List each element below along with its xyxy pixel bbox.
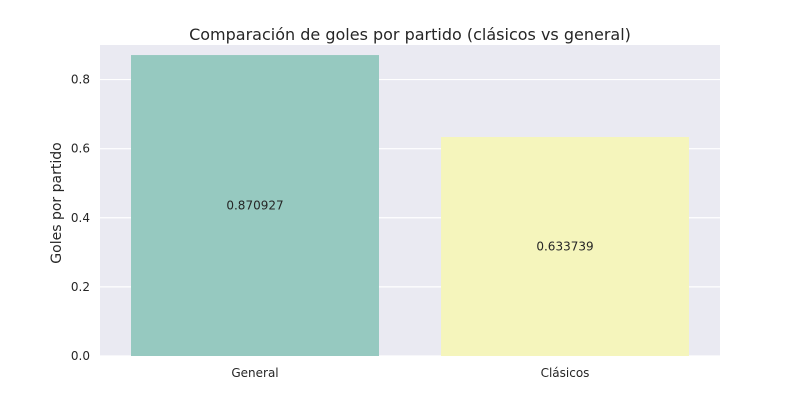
y-tick-label: 0.6 <box>71 142 90 156</box>
bars <box>131 55 689 357</box>
y-axis-ticks: 0.0 0.2 0.4 0.6 0.8 <box>71 73 90 363</box>
chart-title: Comparación de goles por partido (clásic… <box>189 25 631 44</box>
bar-clasicos <box>441 137 689 356</box>
y-tick-label: 0.4 <box>71 211 90 225</box>
bar-data-label: 0.633739 <box>536 240 593 254</box>
y-tick-label: 0.0 <box>71 349 90 363</box>
y-axis-label: Goles por partido <box>49 142 65 263</box>
x-axis-ticks: General Clásicos <box>231 366 589 380</box>
x-tick-label: General <box>231 366 278 380</box>
x-tick-label: Clásicos <box>541 366 590 380</box>
bar-data-label: 0.870927 <box>226 199 283 213</box>
y-tick-label: 0.2 <box>71 280 90 294</box>
bar-general <box>131 55 379 357</box>
y-tick-label: 0.8 <box>71 73 90 87</box>
bar-data-labels: 0.870927 0.633739 <box>226 199 593 254</box>
